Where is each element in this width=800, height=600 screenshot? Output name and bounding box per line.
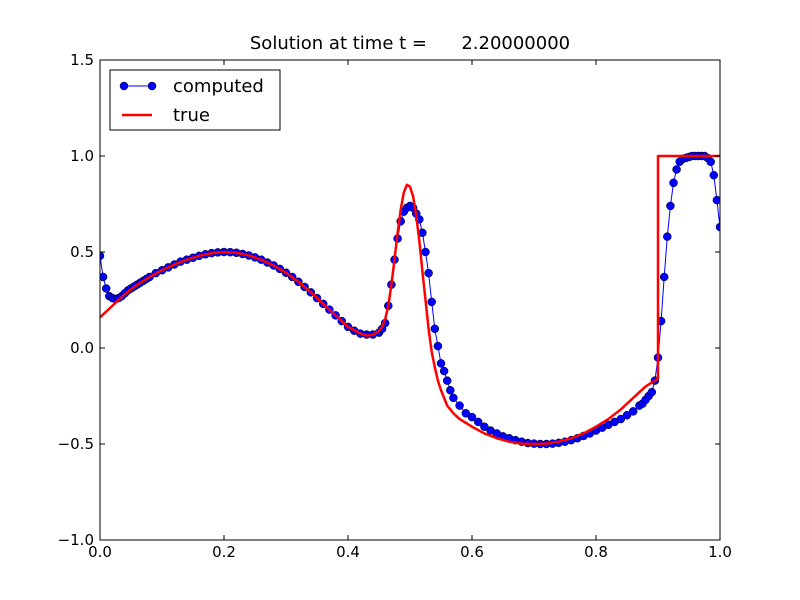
plot-area [100, 151, 720, 449]
legend-computed-marker-right [147, 81, 157, 91]
computed-series-line [100, 155, 720, 445]
legend-true-label: true [173, 105, 210, 126]
computed-point [672, 165, 681, 174]
computed-point [436, 359, 446, 368]
x-tick-label: 0.6 [460, 543, 484, 561]
computed-point [709, 170, 719, 180]
y-tick-label: 0.5 [70, 243, 94, 261]
x-tick-label: 1.0 [708, 543, 732, 561]
computed-point [101, 284, 111, 293]
computed-point [100, 251, 105, 261]
legend-box [109, 69, 281, 131]
computed-point [446, 385, 455, 395]
y-tick-label: 0.0 [70, 339, 94, 357]
legend-computed-label: computed [173, 76, 264, 97]
x-tick-label: 0.4 [336, 543, 360, 561]
y-tick-label: 1.0 [70, 147, 94, 165]
computed-point [442, 376, 452, 385]
legend-computed-marker-left [119, 81, 129, 91]
y-tick-label: −0.5 [58, 435, 94, 453]
computed-point [455, 401, 464, 410]
data-layer [100, 151, 720, 449]
computed-point [467, 412, 477, 422]
computed-point [439, 366, 449, 376]
computed-point [480, 422, 489, 431]
computed-point [421, 247, 430, 257]
computed-point [628, 407, 638, 416]
chart-title: Solution at time t = 2.20000000 [249, 33, 571, 54]
axes-layer: 0.0 0.2 0.4 0.6 0.8 1.0 −1.0 −0.5 0.0 0.5 1.0 1.5 [58, 51, 732, 561]
true-series-line [100, 154, 720, 446]
computed-point [622, 410, 632, 420]
x-tick-label: 0.0 [88, 543, 112, 561]
computed-point [473, 417, 483, 427]
computed-point [666, 201, 675, 211]
computed-point [659, 272, 669, 282]
computed-point [427, 297, 436, 307]
computed-point [424, 268, 433, 278]
computed-point [663, 232, 672, 241]
plot-frame [99, 59, 721, 541]
computed-point [433, 341, 443, 351]
y-tick-label: 1.5 [70, 51, 94, 69]
computed-point [715, 222, 720, 232]
x-tick-label: 0.8 [584, 543, 608, 561]
computed-point [712, 195, 720, 205]
computed-point [449, 393, 458, 403]
computed-point [706, 157, 715, 167]
y-tick-label: −1.0 [58, 531, 94, 549]
computed-point [616, 414, 626, 424]
computed-point [461, 409, 471, 418]
legend: computed true [109, 69, 281, 131]
computed-point [430, 324, 440, 334]
computed-point [669, 178, 678, 188]
computed-point [100, 272, 108, 282]
x-tick-label: 0.2 [212, 543, 236, 561]
computed-point [647, 387, 657, 397]
